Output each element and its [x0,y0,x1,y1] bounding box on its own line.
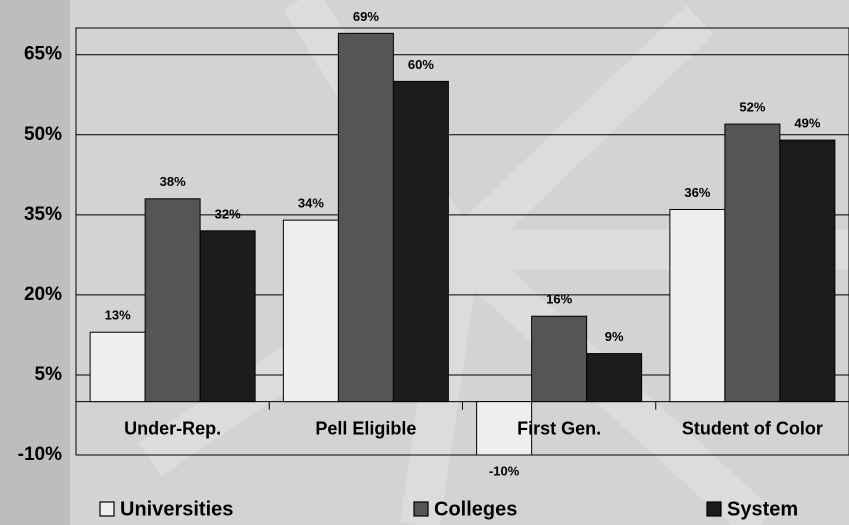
value-label: 49% [794,116,820,131]
legend-label: System [727,498,798,520]
y-tick-label: 20% [24,284,62,305]
bar [89,331,146,403]
x-tick-label: Student of Color [682,418,823,438]
bar [337,32,394,403]
value-label: 69% [353,9,379,24]
bar [531,315,588,403]
value-label: 38% [160,174,186,189]
x-tick-label: Pell Eligible [315,418,416,438]
value-label: 52% [739,100,765,115]
y-tick-label: 35% [24,204,62,225]
bar [282,219,339,403]
bar [724,123,781,403]
y-tick-label: 5% [35,364,63,385]
legend-label: Universities [120,498,233,520]
value-label: 13% [105,308,131,323]
value-label: 16% [546,292,572,307]
bar [476,401,533,456]
bar [144,198,201,403]
y-tick-label: 65% [24,44,62,65]
bar [199,230,256,403]
value-label: 32% [215,206,241,221]
value-label: 60% [408,57,434,72]
value-label: -10% [489,463,520,478]
legend-swatch [413,501,429,517]
legend-swatch [99,501,115,517]
bar [779,139,836,403]
bar [669,208,726,403]
left-strip [0,0,70,525]
bar [392,80,449,403]
bar [586,353,643,403]
value-label: 34% [298,196,324,211]
x-tick-label: Under-Rep. [124,418,221,438]
value-label: 36% [684,185,710,200]
y-tick-label: 50% [24,124,62,145]
legend-swatch [706,501,722,517]
value-label: 9% [605,329,624,344]
legend-label: Colleges [434,498,517,520]
x-tick-label: First Gen. [517,418,601,438]
y-tick-label: -10% [18,444,62,465]
